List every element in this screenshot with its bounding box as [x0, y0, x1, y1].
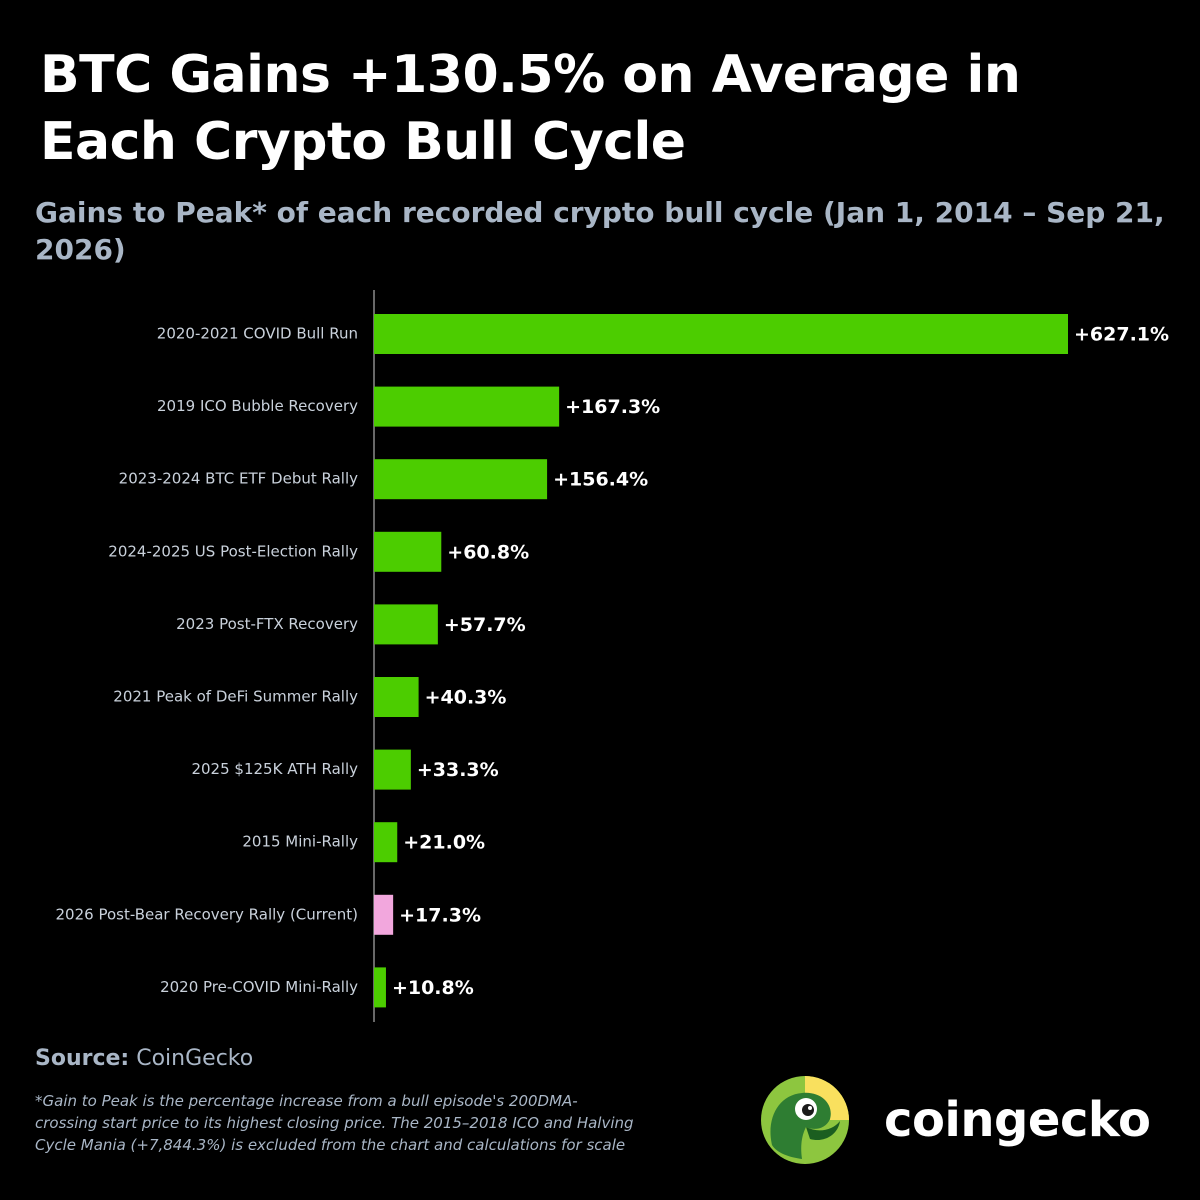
value-label: +33.3%: [417, 759, 499, 781]
value-label: +17.3%: [399, 904, 481, 926]
bar: [374, 749, 411, 790]
category-label: 2020-2021 COVID Bull Run: [157, 325, 358, 343]
bar: [374, 386, 560, 427]
chart-title: BTC Gains +130.5% on Average in Each Cry…: [40, 45, 1021, 172]
value-label: +40.3%: [425, 687, 507, 709]
bar: [374, 677, 419, 717]
category-label: 2019 ICO Bubble Recovery: [157, 397, 358, 415]
gecko-logo-icon: [761, 1076, 849, 1164]
bar: [374, 822, 398, 863]
bar: [374, 894, 394, 935]
value-label: +167.3%: [565, 396, 660, 418]
category-label: 2020 Pre-COVID Mini-Rally: [160, 978, 358, 996]
brand-logo: coingecko: [760, 1075, 1190, 1165]
footnote: *Gain to Peak is the percentage increase…: [35, 1092, 634, 1154]
bar-chart: 2020-2021 COVID Bull Run +627.1% 2019 ICO …: [56, 290, 1169, 1022]
source-label: Source:: [35, 1046, 130, 1071]
brand-name: coingecko: [884, 1092, 1151, 1148]
category-label: 2025 $125K ATH Rally: [191, 760, 358, 778]
value-label: +156.4%: [553, 469, 648, 491]
bar: [374, 459, 548, 500]
value-label: +57.7%: [444, 614, 526, 636]
value-label: +21.0%: [403, 832, 485, 854]
source-value: CoinGecko: [136, 1046, 254, 1071]
bar: [374, 531, 442, 572]
category-label: 2023-2024 BTC ETF Debut Rally: [119, 470, 358, 488]
category-label: 2026 Post-Bear Recovery Rally (Current): [56, 905, 358, 923]
bar: [374, 967, 386, 1008]
source-line: Source: CoinGecko: [35, 1046, 253, 1071]
bar: [374, 314, 1068, 354]
value-label: +627.1%: [1074, 324, 1169, 346]
category-label: 2024-2025 US Post-Election Rally: [108, 542, 358, 560]
value-label: +10.8%: [392, 977, 474, 999]
category-label: 2021 Peak of DeFi Summer Rally: [113, 688, 358, 706]
value-label: +60.8%: [447, 541, 529, 563]
bar: [374, 604, 438, 645]
category-label: 2015 Mini-Rally: [242, 833, 358, 851]
chart-subtitle: Gains to Peak* of each recorded crypto b…: [35, 196, 1165, 266]
category-label: 2023 Post-FTX Recovery: [176, 615, 358, 633]
